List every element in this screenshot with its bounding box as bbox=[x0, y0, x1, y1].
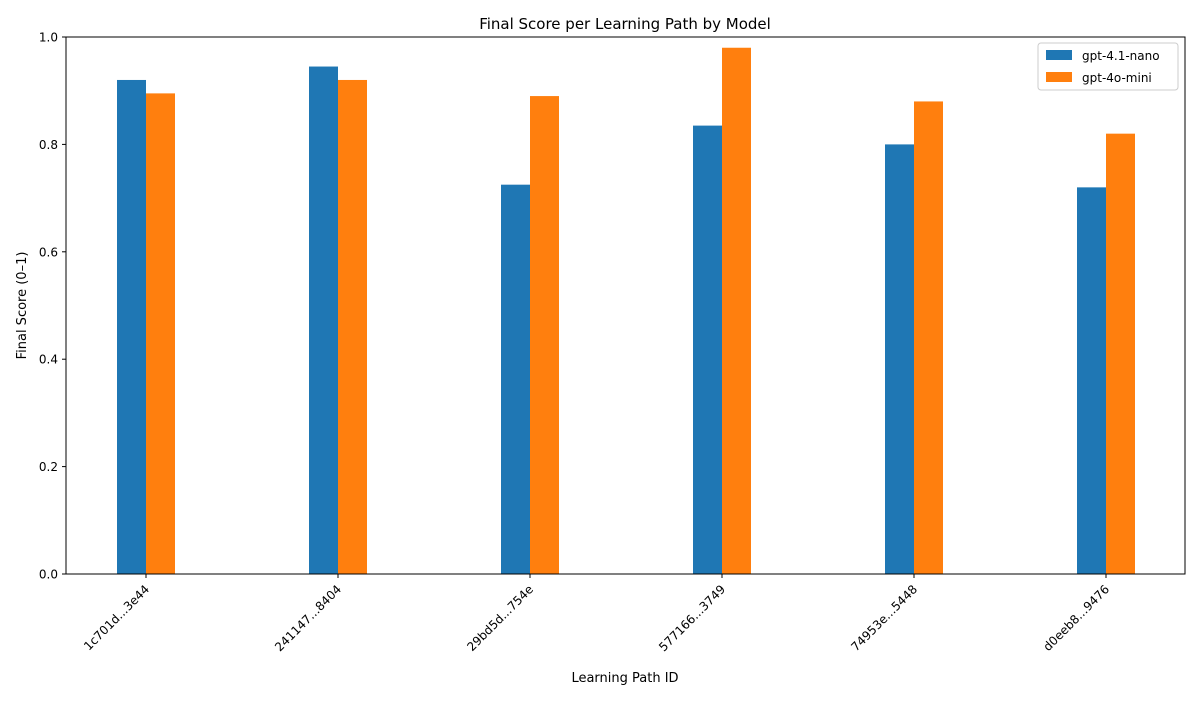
bar-gpt-4o-mini-5 bbox=[1106, 133, 1135, 574]
bar-gpt-4-1-nano-3 bbox=[693, 125, 722, 574]
bar-gpt-4o-mini-3 bbox=[722, 47, 751, 575]
bars-layer bbox=[117, 47, 1135, 575]
legend: gpt-4.1-nano gpt-4o-mini bbox=[1037, 42, 1179, 91]
y-tick-label: 0.4 bbox=[39, 353, 58, 367]
legend-label-gpt-4o-mini: gpt-4o-mini bbox=[1082, 71, 1152, 85]
x-tick-label: d0eeb8...9476 bbox=[1041, 582, 1113, 654]
legend-label-gpt-4-1-nano: gpt-4.1-nano bbox=[1082, 49, 1160, 63]
bar-gpt-4-1-nano-0 bbox=[117, 79, 146, 575]
y-tick-label: 0.8 bbox=[39, 138, 58, 152]
legend-swatch-gpt-4-1-nano bbox=[1046, 50, 1072, 60]
chart-title: Final Score per Learning Path by Model bbox=[479, 15, 771, 33]
bar-gpt-4o-mini-1 bbox=[338, 79, 367, 575]
x-tick-label: 1c701d...3e44 bbox=[81, 582, 152, 653]
bar-gpt-4-1-nano-1 bbox=[309, 66, 338, 574]
y-tick-label: 0.6 bbox=[39, 245, 58, 259]
plot-frame bbox=[65, 36, 1186, 575]
legend-frame bbox=[1037, 42, 1179, 91]
y-axis: 0.0 0.2 0.4 0.6 0.8 1.0 bbox=[39, 31, 66, 582]
y-tick-label: 0.0 bbox=[39, 568, 58, 582]
y-tick-label: 0.2 bbox=[39, 460, 58, 474]
bar-gpt-4o-mini-0 bbox=[146, 93, 175, 574]
legend-swatch-gpt-4o-mini bbox=[1046, 72, 1072, 82]
bar-gpt-4-1-nano-2 bbox=[501, 184, 530, 575]
x-tick-label: 241147...8404 bbox=[272, 582, 344, 654]
x-axis-label: Learning Path ID bbox=[571, 671, 678, 686]
bar-gpt-4o-mini-2 bbox=[530, 96, 559, 574]
y-tick-label: 1.0 bbox=[39, 31, 58, 45]
x-tick-label: 29bd5d...754e bbox=[464, 582, 536, 654]
x-tick-label: 74953e...5448 bbox=[848, 582, 920, 654]
bar-gpt-4o-mini-4 bbox=[914, 101, 943, 574]
x-axis: 1c701d...3e44 241147...8404 29bd5d...754e 5… bbox=[81, 574, 1112, 654]
bar-gpt-4-1-nano-5 bbox=[1077, 187, 1106, 575]
y-axis-label: Final Score (0–1) bbox=[15, 252, 30, 360]
bar-gpt-4-1-nano-4 bbox=[885, 144, 914, 574]
x-tick-label: 577166...3749 bbox=[656, 582, 728, 654]
